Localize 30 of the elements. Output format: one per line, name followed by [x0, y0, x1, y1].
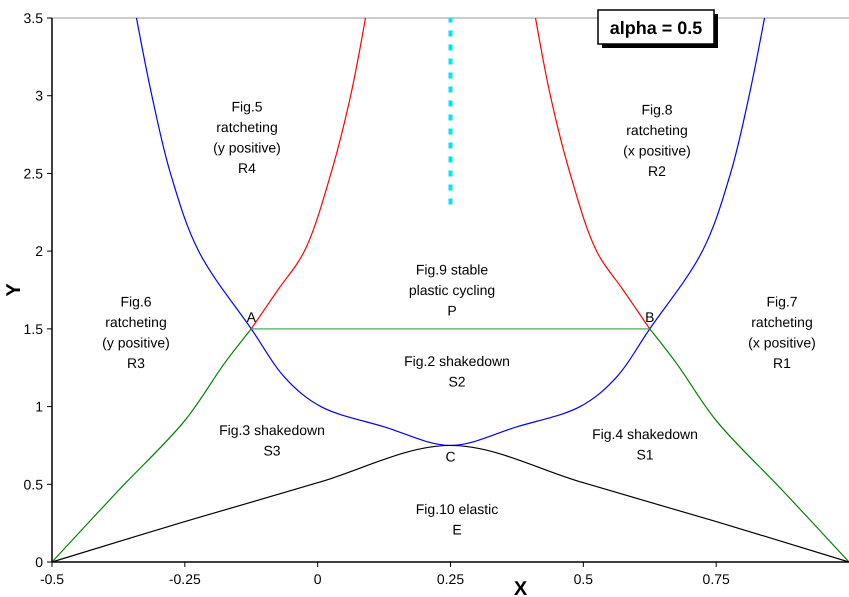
y-tick-label: 0.5	[24, 476, 44, 492]
x-tick-label: 0	[314, 571, 322, 587]
annotation: Fig.5 ratcheting (y positive) R4	[213, 98, 281, 176]
x-axis-title: X	[514, 578, 528, 597]
annotation: Fig.2 shakedown S2	[404, 352, 510, 390]
x-tick-label: 0.75	[702, 571, 730, 587]
y-tick-label: 1	[35, 398, 44, 415]
annotation: Fig.4 shakedown S1	[592, 426, 698, 462]
annotation: Fig.10 elastic E	[416, 500, 498, 538]
annotation: B	[645, 308, 654, 325]
x-tick-label: -0.25	[168, 571, 201, 587]
x-tick-label: -0.5	[40, 571, 64, 587]
x-tick-label: 0.5	[574, 571, 594, 587]
y-tick-label: 2.5	[24, 165, 44, 182]
y-tick-label: 1.5	[24, 320, 44, 337]
y-tick-label: 3	[35, 88, 44, 104]
y-tick-label: 3.5	[24, 10, 44, 26]
line-series	[51, 328, 252, 563]
y-tick-label: 2	[35, 243, 44, 260]
annotation: C	[445, 448, 456, 464]
annotation: Fig.8 ratcheting (x positive) R2	[623, 101, 691, 179]
annotation: Fig.9 stable plastic cycling P	[408, 262, 496, 318]
annotation: Fig.7 ratcheting (x positive) R1	[748, 293, 816, 371]
annotation: Fig.6 ratcheting (y positive) R3	[102, 293, 170, 371]
x-tick-label: 0.25	[436, 571, 464, 587]
y-tick-label: 0	[35, 554, 44, 570]
annotation: A	[246, 308, 257, 325]
annotation: Fig.3 shakedown S3	[219, 422, 325, 458]
y-axis-title: Y	[3, 282, 25, 297]
annotation: alpha = 0.5	[610, 18, 702, 38]
